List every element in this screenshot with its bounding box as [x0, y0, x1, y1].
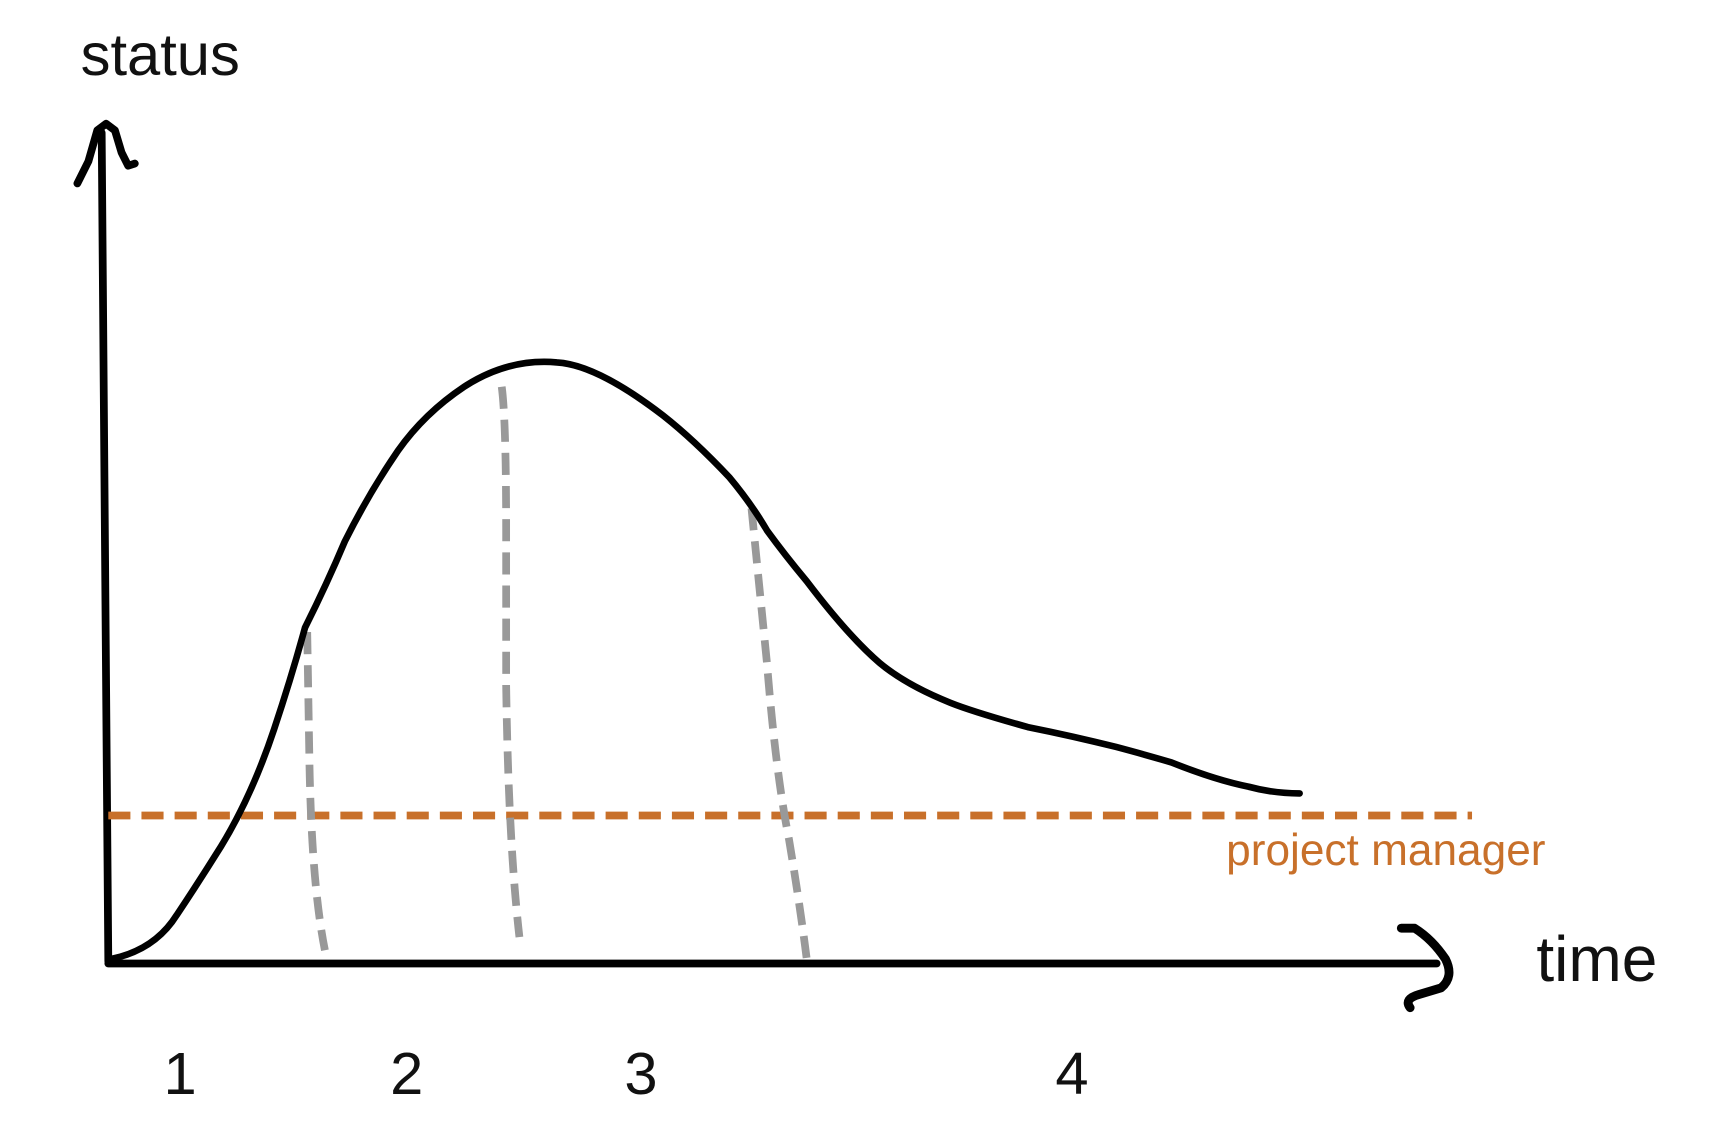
- phase-divider: [497, 386, 524, 938]
- phase-label: 2: [390, 1040, 423, 1107]
- phase-divider: [747, 507, 811, 960]
- threshold-label: project manager: [1226, 826, 1545, 875]
- x-axis-label: time: [1536, 923, 1657, 995]
- status-curve: [107, 358, 1303, 963]
- y-axis-arrow: [73, 119, 139, 188]
- phase-dividers: [303, 386, 811, 960]
- y-axis-label: status: [81, 21, 240, 88]
- x-axis-arrow: [1396, 923, 1454, 1013]
- phase-label: 1: [164, 1040, 197, 1107]
- phase-label: 4: [1055, 1040, 1088, 1107]
- y-axis: [97, 128, 113, 966]
- phase-divider: [303, 631, 329, 952]
- phase-label: 3: [624, 1040, 657, 1107]
